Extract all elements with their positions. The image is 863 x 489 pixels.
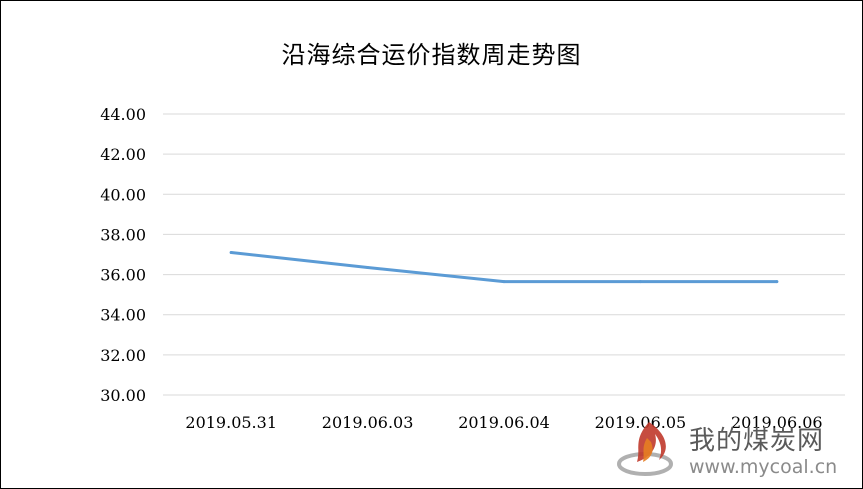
x-tick-label: 2019.05.31 — [185, 413, 277, 432]
data-point — [638, 280, 642, 284]
series-line — [229, 250, 779, 284]
y-tick-label: 38.00 — [100, 225, 146, 244]
x-tick-label: 2019.06.04 — [458, 413, 550, 432]
y-tick-label: 30.00 — [100, 386, 146, 405]
flame-logo-icon — [617, 422, 673, 476]
data-point — [366, 266, 370, 270]
x-tick-label: 2019.06.05 — [595, 413, 687, 432]
watermark-site-url: www.mycoal.cn — [689, 456, 838, 478]
y-tick-label: 34.00 — [100, 306, 146, 325]
data-point — [229, 250, 233, 254]
chart-title: 沿海综合运价指数周走势图 — [281, 41, 582, 69]
y-tick-label: 40.00 — [100, 185, 146, 204]
site-watermark: 我的煤炭网 www.mycoal.cn — [615, 418, 855, 482]
gridlines — [163, 113, 845, 396]
y-tick-label: 44.00 — [100, 105, 146, 124]
x-axis-ticks: 2019.05.31 2019.06.03 2019.06.04 2019.06.05… — [185, 413, 822, 432]
data-point — [775, 280, 779, 284]
data-point — [502, 280, 506, 284]
x-tick-label: 2019.06.03 — [322, 413, 414, 432]
y-tick-label: 32.00 — [100, 346, 146, 365]
watermark-site-name: 我的煤炭网 — [689, 426, 825, 456]
x-tick-label: 2019.06.06 — [731, 413, 823, 432]
y-tick-label: 36.00 — [100, 266, 146, 285]
series-lines — [229, 250, 779, 284]
y-tick-label: 42.00 — [100, 145, 146, 164]
y-axis-ticks: 30.00 32.00 34.00 36.00 38.00 40.00 42.00 44.00 — [100, 105, 146, 405]
